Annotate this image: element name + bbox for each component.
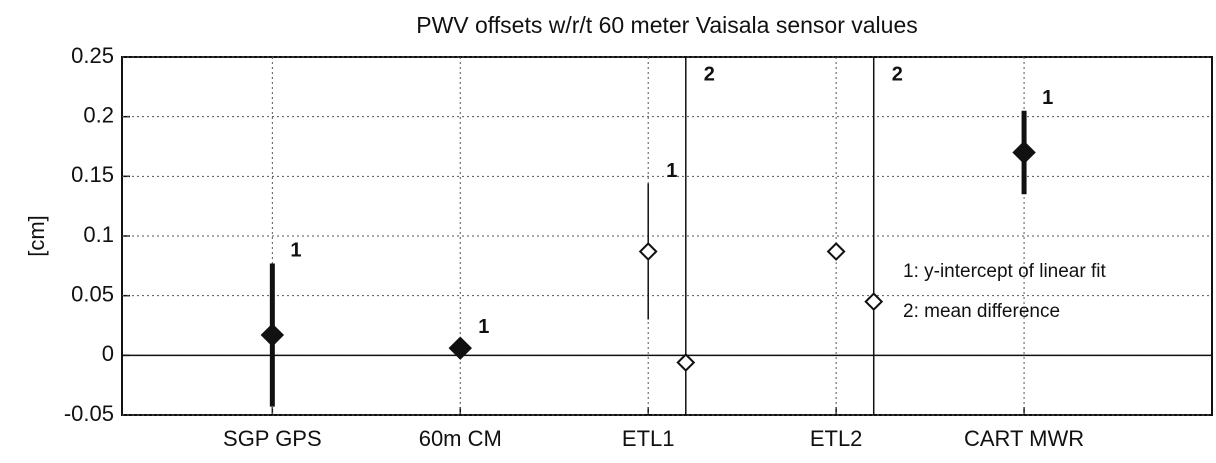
y-tick-label: 0.1 xyxy=(83,222,114,247)
point-label: 1 xyxy=(666,160,677,182)
point-label: 1 xyxy=(478,316,489,338)
point-label: 1 xyxy=(290,240,301,262)
x-tick-label: CART MWR xyxy=(964,426,1084,451)
y-tick-label: 0 xyxy=(102,341,114,366)
point-label: 2 xyxy=(892,63,903,85)
y-tick-label: 0.2 xyxy=(83,102,114,127)
y-tick-label: 0.05 xyxy=(71,281,114,306)
y-tick-label: 0.15 xyxy=(71,162,114,187)
x-tick-label: ETL2 xyxy=(810,426,863,451)
marker xyxy=(826,242,846,261)
y-tick-label: 0.25 xyxy=(71,43,114,68)
chart-title: PWV offsets w/r/t 60 meter Vaisala senso… xyxy=(416,12,918,38)
marker xyxy=(260,323,285,347)
x-tick-label: ETL1 xyxy=(622,426,675,451)
marker xyxy=(1012,140,1036,165)
legend-entry: 1: y-intercept of linear fit xyxy=(903,261,1106,282)
legend-entry: 2: mean difference xyxy=(903,301,1060,322)
marker xyxy=(864,292,884,312)
x-tick-label: SGP GPS xyxy=(223,426,322,451)
point-label: 1 xyxy=(1042,87,1053,109)
y-tick-label: -0.05 xyxy=(64,401,114,426)
y-axis-label: [cm] xyxy=(24,215,49,257)
x-tick-label: 60m CM xyxy=(419,426,502,451)
marker xyxy=(676,353,696,372)
marker xyxy=(638,242,658,261)
point-label: 2 xyxy=(704,63,715,85)
marker xyxy=(448,336,472,360)
